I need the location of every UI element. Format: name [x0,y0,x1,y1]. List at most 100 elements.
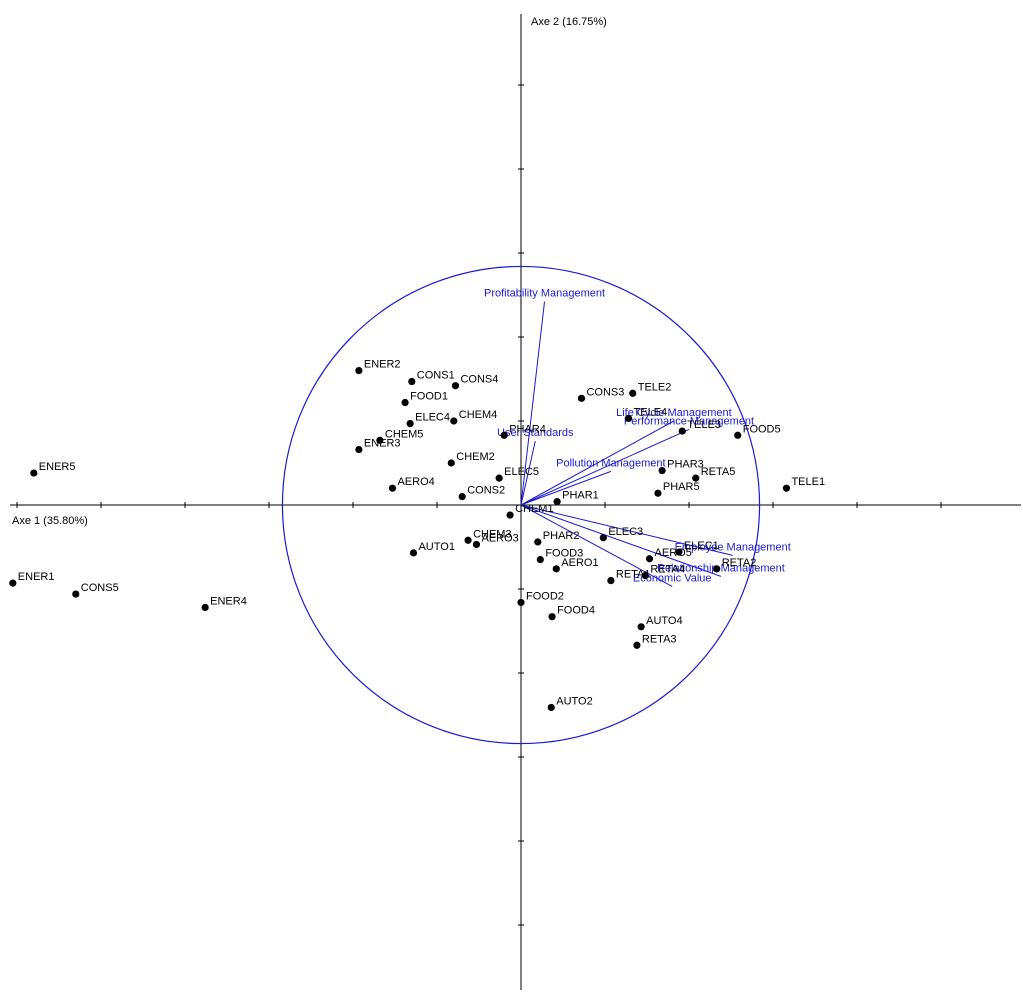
observation-point [355,445,363,454]
observation: AUTO4 [637,615,683,631]
observation-label: CHEM4 [459,409,498,421]
observation-label: CONS5 [81,582,119,594]
observation: RETA1 [607,569,651,585]
observation-point [72,590,80,598]
observation-point [536,556,544,564]
observation: ENER4 [201,595,247,612]
observation-point [408,377,416,386]
observation: ENER5 [30,461,75,477]
observation-label: CHEM5 [385,428,424,440]
variable-label: Pollution Management [556,457,665,469]
observation-label: ELEC3 [608,526,643,538]
observation-label: AUTO4 [646,615,682,627]
variable-vector: Relationship Management [520,504,785,577]
observation-point [450,417,458,425]
observation: ENER1 [9,571,54,587]
observation-label: PHAR3 [667,459,704,471]
observation-label: ENER5 [39,461,76,473]
variable-label: Performance Management [624,415,754,427]
observation-label: RETA1 [616,569,651,581]
observation-label: CHEM1 [515,503,554,515]
correlation-circle [281,265,761,745]
observation: ELEC1 [675,540,719,556]
observation-label: PHAR5 [663,481,700,493]
observation: CONS3 [577,386,624,402]
observation: CHEM4 [450,409,497,425]
observation-label: ELEC5 [504,466,539,478]
y-axis-ticks [518,84,524,926]
observation: PHAR3 [658,459,704,475]
observation: AERO1 [552,557,599,573]
observation: AUTO2 [547,695,593,712]
observation-label: AUTO1 [418,541,454,553]
observation-label: AERO1 [561,557,598,569]
observation-label: CHEM3 [473,528,512,540]
axes [10,14,1021,990]
observation-point [645,555,654,563]
variable-arrow [520,301,546,506]
observation-label: ENER4 [210,595,247,607]
observation-point [376,436,384,444]
variable-label: Life Cycle Management [616,407,732,419]
observation: FOOD3 [536,548,583,564]
observation-point [464,536,472,544]
variable-vector: Pollution Management [520,457,666,506]
observation: CONS2 [458,485,505,501]
observation-label: TELE4 [634,406,668,418]
observation-label: FOOD5 [743,423,781,435]
observation: AERO4 [388,476,435,492]
variable-arrow [520,420,675,506]
variable-vectors: Profitability Management Life Cycle Manag… [484,288,791,587]
observation-point [692,474,700,482]
observation-point [599,534,607,542]
observation: FOOD1 [401,391,448,407]
observation: PHAR2 [534,530,579,546]
variable-arrow [520,504,733,556]
observation-label: CONS4 [460,374,498,386]
observation-point [406,419,414,428]
observation-point [472,540,481,549]
observation-point [547,703,555,712]
observation: ELEC4 [406,412,450,428]
observation-point [500,431,508,439]
observation-label: TELE2 [638,381,672,393]
observation-point [517,598,525,607]
observation-label: PHAR4 [509,423,546,435]
observation-point [355,367,363,375]
observation: PHAR5 [654,481,700,497]
observation-point [637,623,645,631]
observation-label: ENER3 [364,438,401,450]
observation-label: RETA4 [650,564,685,576]
observation: FOOD4 [548,605,595,621]
observation: RETA3 [633,633,677,649]
observation-point [201,603,209,612]
observation: CONS4 [451,374,498,390]
y-axis-label: Axe 2 (16.75%) [531,16,607,28]
observation-point [495,474,503,482]
observation: CHEM1 [506,503,554,519]
observation-point [553,498,561,506]
variable-label: Profitability Management [484,288,605,300]
observation-label: TELE3 [687,419,721,431]
observation-label: AUTO2 [556,695,592,707]
observation: ENER2 [355,359,401,375]
observation-label: RETA5 [701,466,736,478]
observation: AUTO1 [409,541,455,557]
variable-label: Employee Management [675,541,791,553]
observation-label: PHAR2 [543,530,580,542]
observation: CONS1 [408,370,455,386]
observation-point [577,394,586,402]
observation: RETA2 [713,557,756,573]
variable-vector: User Standards [497,427,574,506]
observation: CHEM2 [447,451,495,467]
observation-point [713,565,721,573]
observation-label: CHEM2 [456,451,495,463]
observation-label: RETA3 [642,633,677,645]
observation: RETA5 [692,466,735,482]
observation-label: AERO4 [397,476,434,488]
observation-label: CONS1 [417,370,455,382]
observation-point [658,466,666,475]
observation-label: FOOD1 [410,391,448,403]
variable-vector: Profitability Management [484,288,605,506]
observation: RETA4 [641,564,685,580]
